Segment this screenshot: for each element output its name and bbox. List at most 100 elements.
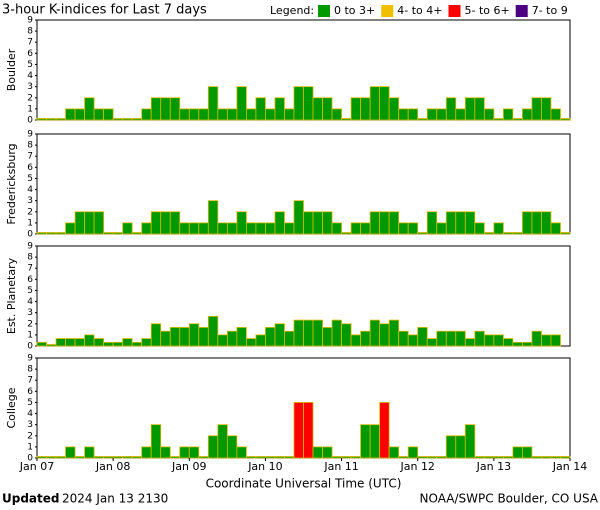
bar [226, 222, 238, 235]
x-tick-label: Jan 08 [95, 460, 130, 473]
bar [150, 211, 162, 235]
bar [293, 402, 304, 459]
bar [103, 108, 114, 121]
y-tick-label: 7 [27, 376, 33, 386]
bar [265, 108, 276, 121]
bar [141, 338, 152, 347]
bar [226, 108, 238, 121]
bar [360, 424, 371, 459]
bar [483, 456, 495, 459]
y-tick-label: 0 [27, 230, 33, 240]
bar [531, 97, 542, 121]
bar [255, 456, 266, 459]
bar [122, 118, 133, 121]
bar [245, 338, 257, 347]
bar [103, 456, 114, 459]
bar [341, 456, 352, 459]
bar [445, 211, 457, 235]
bar [388, 319, 400, 347]
bar [198, 456, 209, 459]
legend-label: 4- to 4+ [397, 4, 442, 17]
y-tick-label: 6 [27, 163, 33, 173]
x-tick-label: Jan 10 [247, 460, 282, 473]
bar [350, 456, 362, 459]
bar [455, 435, 466, 459]
bar [265, 327, 276, 347]
bar [274, 97, 285, 121]
bar [369, 86, 381, 121]
legend-label: 7- to 9 [532, 4, 568, 17]
bar [74, 338, 85, 347]
bar [122, 338, 133, 347]
bar [331, 222, 342, 235]
y-tick-label: 2 [27, 431, 33, 441]
bar [160, 97, 171, 121]
bar [274, 456, 285, 459]
bar [284, 456, 295, 459]
bar [160, 211, 171, 235]
page-title: 3-hour K-indices for Last 7 days [2, 3, 207, 18]
y-tick-label: 0 [27, 116, 33, 126]
bar [407, 334, 419, 347]
bar [207, 86, 219, 121]
y-tick-label: 7 [27, 38, 33, 48]
bar [141, 222, 152, 235]
bar [369, 211, 381, 235]
bar [65, 108, 76, 121]
bar [46, 118, 57, 121]
bar [284, 330, 295, 347]
y-tick-label: 1 [27, 330, 33, 340]
x-tick-label: Jan 11 [323, 460, 358, 473]
bar [493, 222, 504, 235]
bar [312, 97, 323, 121]
bar [112, 232, 124, 235]
bar [502, 232, 514, 235]
bar [398, 222, 409, 235]
bar [474, 456, 485, 459]
y-tick-label: 2 [27, 207, 33, 217]
bar [550, 108, 561, 121]
bar [93, 456, 105, 459]
bar [331, 108, 342, 121]
bar [236, 327, 247, 347]
bar [265, 456, 276, 459]
bar [350, 222, 362, 235]
bar [179, 222, 190, 235]
bar [122, 222, 133, 235]
bar [483, 334, 495, 347]
bar [407, 222, 419, 235]
bar [217, 108, 228, 121]
y-tick-label: 1 [27, 442, 33, 452]
bar [169, 211, 181, 235]
y-tick-label: 8 [27, 141, 33, 151]
y-tick-label: 3 [27, 308, 33, 318]
bar [531, 456, 542, 459]
bar [84, 334, 95, 347]
bar [274, 323, 285, 347]
bar [560, 456, 571, 459]
bar [350, 97, 362, 121]
bar [522, 108, 533, 121]
bar [322, 97, 333, 121]
y-tick-label: 5 [27, 286, 33, 296]
bar [436, 108, 447, 121]
updated-time: 2024 Jan 13 2130 [62, 492, 168, 506]
source: NOAA/SWPC Boulder, CO USA [420, 492, 599, 506]
y-tick-label: 4 [27, 297, 33, 307]
legend-swatch [515, 5, 528, 17]
y-tick-label: 4 [27, 185, 33, 195]
y-tick-label: 8 [27, 253, 33, 263]
y-tick-label: 3 [27, 196, 33, 206]
bar [207, 200, 219, 235]
bar [531, 330, 542, 347]
bar [245, 456, 257, 459]
bar [179, 327, 190, 347]
bar [265, 222, 276, 235]
bar [502, 108, 514, 121]
bar [541, 97, 552, 121]
bar [55, 232, 66, 235]
x-tick-label: Jan 13 [476, 460, 511, 473]
bar [312, 319, 323, 347]
bar [426, 108, 438, 121]
